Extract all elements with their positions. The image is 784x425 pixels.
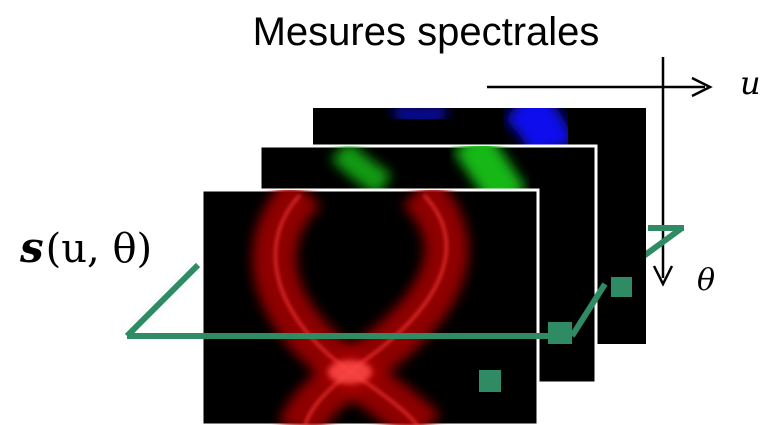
- frame-red-signal: [252, 190, 469, 425]
- blue-band: [504, 108, 575, 158]
- plane-marker-blue: [611, 277, 632, 297]
- signal-label-args: (u, θ): [46, 226, 152, 272]
- theta-axis-label: θ: [697, 263, 715, 298]
- theta-axis-arrowhead: [652, 265, 674, 287]
- u-axis-arrowhead: [691, 76, 713, 98]
- red-ridge-2: [303, 193, 448, 425]
- red-ridge-1: [273, 193, 419, 425]
- measurement-plane: [124, 262, 632, 392]
- plane-edge-right: [569, 282, 608, 338]
- green-band-left: [330, 146, 392, 197]
- signal-label-prefix: s: [19, 223, 44, 272]
- plane-marker-red: [548, 322, 572, 344]
- plane-edge-left: [124, 262, 201, 339]
- plane-marker-inner: [479, 370, 501, 392]
- blue-band-faint: [391, 108, 449, 124]
- red-crossing-highlight: [328, 360, 372, 384]
- u-axis-label: u: [740, 64, 761, 102]
- signal-label: s(u, θ): [19, 223, 152, 272]
- page-title: Mesures spectrales: [253, 10, 600, 54]
